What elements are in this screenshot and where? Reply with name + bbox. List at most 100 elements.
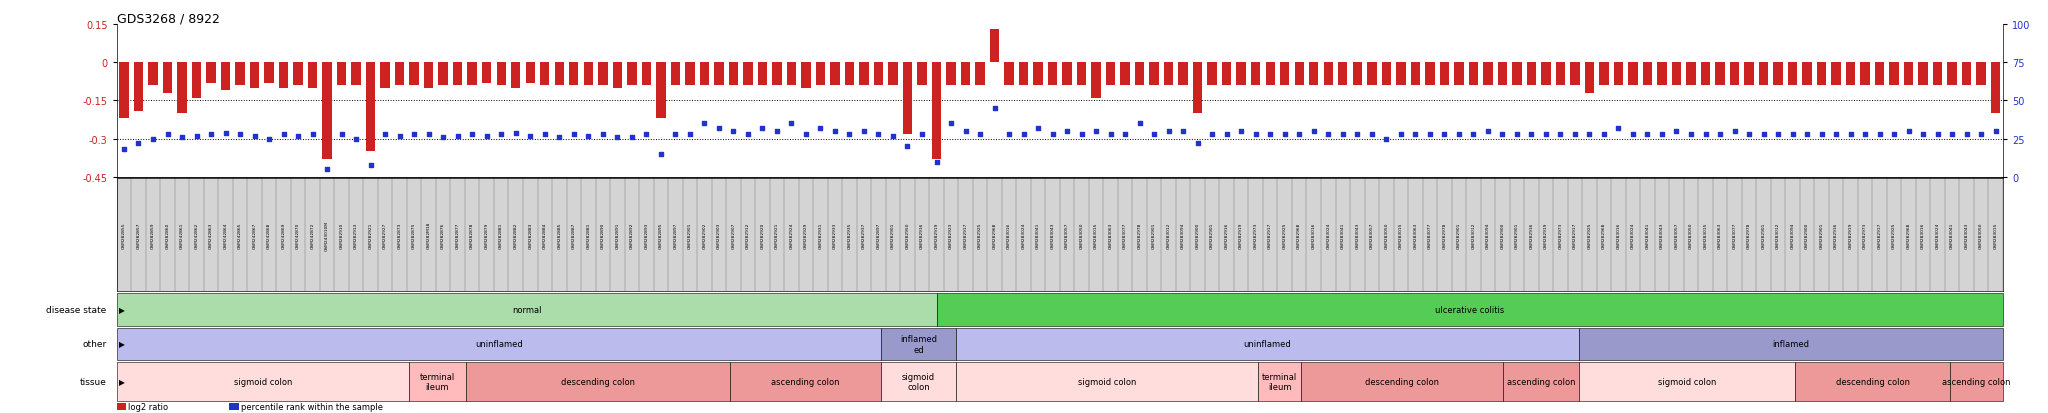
- Bar: [424, 63, 434, 88]
- Text: GSM282916: GSM282916: [1530, 222, 1534, 248]
- Point: [311, 167, 344, 173]
- Text: GSM282901: GSM282901: [688, 222, 692, 248]
- Bar: [815, 63, 825, 86]
- Bar: [250, 63, 260, 88]
- Text: GSM242868: GSM242868: [266, 222, 270, 248]
- Bar: [786, 63, 797, 86]
- Point: [731, 131, 764, 138]
- Point: [1616, 131, 1649, 138]
- Text: GSM282925: GSM282925: [1282, 222, 1286, 248]
- Text: GSM283063: GSM283063: [1718, 222, 1722, 248]
- Point: [1718, 128, 1751, 135]
- Point: [1964, 131, 1997, 138]
- Text: GSM283016: GSM283016: [1008, 222, 1012, 248]
- Bar: [1802, 63, 1812, 86]
- Point: [1167, 128, 1200, 135]
- Bar: [743, 63, 752, 86]
- Text: GSM282901: GSM282901: [1210, 222, 1214, 248]
- Point: [383, 133, 416, 140]
- Text: GSM282919: GSM282919: [934, 222, 938, 248]
- Point: [1022, 126, 1055, 132]
- Text: GSM282927: GSM282927: [383, 222, 387, 248]
- Bar: [264, 63, 274, 83]
- Bar: [1497, 63, 1507, 86]
- Text: GSM282857: GSM282857: [137, 222, 141, 248]
- Bar: [496, 63, 506, 86]
- Point: [137, 136, 170, 143]
- Point: [1573, 131, 1606, 138]
- Bar: [1468, 63, 1479, 86]
- Text: GSM282968: GSM282968: [1907, 222, 1911, 248]
- Bar: [467, 63, 477, 86]
- Bar: [801, 63, 811, 88]
- Text: ascending colon: ascending colon: [1507, 377, 1575, 386]
- Point: [688, 121, 721, 128]
- Text: GSM283015: GSM283015: [1704, 222, 1708, 248]
- Bar: [1323, 63, 1333, 86]
- Text: GSM283043: GSM283043: [1964, 222, 1968, 248]
- Bar: [410, 63, 420, 86]
- Bar: [881, 362, 956, 401]
- Bar: [1063, 63, 1071, 86]
- Text: GSM282968: GSM282968: [1296, 222, 1300, 248]
- Text: GSM282978: GSM282978: [1747, 222, 1751, 248]
- Point: [471, 133, 504, 140]
- Point: [1690, 131, 1722, 138]
- Text: GSM282901: GSM282901: [1761, 222, 1765, 248]
- Text: terminal
ileum: terminal ileum: [1262, 372, 1296, 391]
- Text: normal: normal: [512, 305, 543, 314]
- Bar: [541, 63, 549, 86]
- Bar: [1657, 63, 1667, 86]
- Point: [1153, 128, 1186, 135]
- Text: GSM242870: GSM242870: [297, 222, 301, 248]
- Bar: [686, 63, 694, 86]
- Text: GSM282903: GSM282903: [717, 222, 721, 248]
- Text: GSM283012: GSM283012: [1776, 222, 1780, 248]
- Bar: [1556, 63, 1565, 86]
- Point: [1950, 131, 1982, 138]
- Text: GSM242863: GSM242863: [209, 222, 213, 248]
- Text: GSM282873: GSM282873: [397, 222, 401, 248]
- Bar: [1831, 63, 1841, 86]
- Bar: [293, 63, 303, 86]
- Text: GSM283016: GSM283016: [1313, 222, 1315, 248]
- Bar: [1962, 63, 1972, 86]
- Text: GSM282882: GSM282882: [514, 222, 518, 248]
- Bar: [481, 63, 492, 83]
- Bar: [700, 63, 709, 86]
- Point: [283, 133, 315, 140]
- Text: GSM282901: GSM282901: [1819, 222, 1823, 248]
- Bar: [381, 63, 389, 88]
- Bar: [1149, 63, 1159, 86]
- Point: [1225, 128, 1257, 135]
- Text: GSM283015: GSM283015: [1993, 222, 1997, 248]
- Text: GSM283094: GSM283094: [1487, 222, 1489, 248]
- Text: GSM283050: GSM283050: [1384, 222, 1389, 248]
- Point: [514, 133, 547, 140]
- Text: GSM283050: GSM283050: [1079, 222, 1083, 248]
- Bar: [229, 403, 238, 410]
- Bar: [975, 63, 985, 86]
- Text: descending colon: descending colon: [1835, 377, 1911, 386]
- Text: terminal
ileum: terminal ileum: [420, 372, 455, 391]
- Bar: [1300, 362, 1503, 401]
- Text: GSM283041: GSM283041: [1645, 222, 1649, 248]
- Bar: [1991, 63, 2001, 114]
- Point: [979, 106, 1012, 112]
- Point: [1630, 131, 1663, 138]
- Bar: [881, 328, 956, 360]
- Point: [166, 135, 199, 141]
- Point: [252, 136, 285, 143]
- Bar: [1526, 63, 1536, 86]
- Point: [340, 136, 373, 143]
- Text: ascending colon: ascending colon: [1942, 377, 2011, 386]
- Point: [326, 131, 358, 138]
- Text: GSM283024: GSM283024: [1630, 222, 1634, 248]
- Bar: [1368, 63, 1376, 86]
- Text: GSM282919: GSM282919: [1849, 222, 1853, 248]
- Bar: [874, 63, 883, 86]
- Text: GSM242864: GSM242864: [223, 222, 227, 248]
- Text: ▶: ▶: [119, 305, 125, 314]
- Bar: [569, 63, 578, 86]
- Text: GSM282884: GSM282884: [543, 222, 547, 248]
